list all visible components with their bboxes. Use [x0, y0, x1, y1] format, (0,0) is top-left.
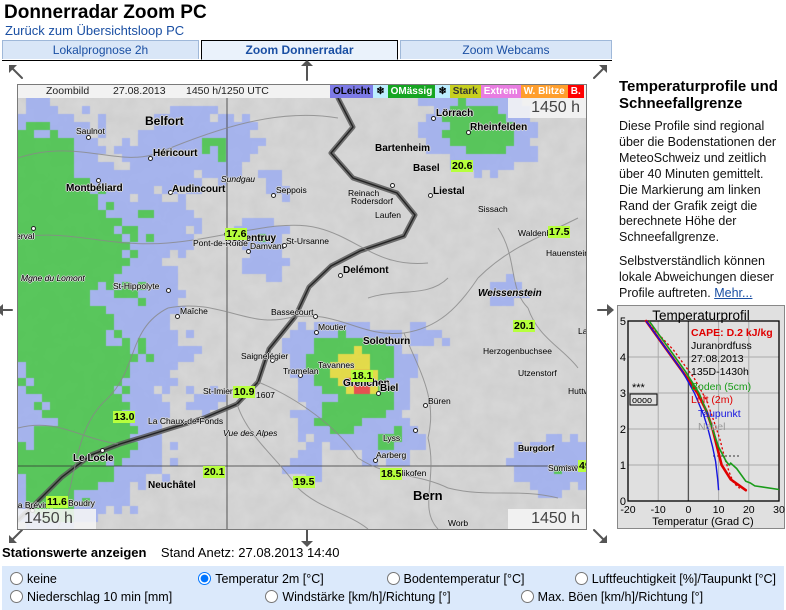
svg-text:0: 0 [685, 504, 691, 516]
svg-text:-10: -10 [651, 504, 666, 516]
svg-text:Juranordfuss: Juranordfuss [691, 340, 752, 352]
svg-text:30: 30 [773, 504, 785, 516]
svg-text:-20: -20 [620, 504, 635, 516]
svg-text:Nebel: Nebel [698, 421, 725, 433]
svg-text:27.08.2013: 27.08.2013 [691, 353, 744, 365]
svg-text:oooo: oooo [632, 395, 652, 405]
svg-text:Boden (5cm): Boden (5cm) [691, 381, 751, 393]
svg-text:Taupunkt: Taupunkt [698, 408, 741, 420]
svg-text:1: 1 [620, 460, 626, 472]
svg-text:Temperatur (Grad C): Temperatur (Grad C) [652, 516, 753, 528]
svg-text:20: 20 [743, 504, 755, 516]
svg-text:3: 3 [620, 388, 626, 400]
svg-text:Luft (2m): Luft (2m) [691, 394, 733, 406]
svg-text:10: 10 [713, 504, 725, 516]
svg-text:4: 4 [620, 352, 626, 364]
svg-text:2: 2 [620, 424, 626, 436]
svg-text:***: *** [632, 382, 646, 394]
svg-text:CAPE: D.2 kJ/kg: CAPE: D.2 kJ/kg [691, 327, 773, 339]
svg-text:5: 5 [620, 316, 626, 328]
svg-text:135D-1430h: 135D-1430h [691, 366, 749, 378]
